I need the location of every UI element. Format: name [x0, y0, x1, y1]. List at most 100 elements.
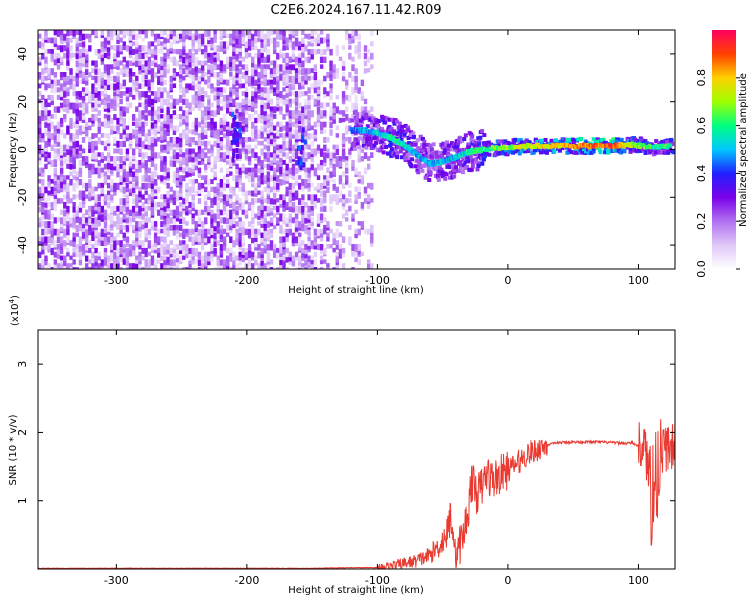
spectrogram-cell [41, 152, 45, 158]
spectrogram-cell [244, 75, 249, 82]
spectrogram-cell [251, 228, 255, 236]
spectrogram-cell [251, 114, 255, 119]
spectrogram-cell [53, 263, 58, 269]
spectrogram-cell [251, 175, 255, 182]
spectrogram-cell [138, 163, 142, 169]
spectrogram-cell [326, 148, 330, 154]
spectrogram-cell [182, 255, 186, 260]
spectrogram-ridge-cell [540, 141, 545, 146]
spectrogram-cell [97, 98, 101, 104]
spectrogram-cell [88, 45, 92, 52]
spectrogram-cell [157, 79, 161, 86]
spectrogram-cell [53, 159, 58, 167]
spectrogram-cell [56, 52, 61, 59]
spectrogram-cell [302, 162, 306, 168]
spectrogram-cell [366, 56, 371, 63]
spectrogram-cell [147, 64, 152, 71]
spectrogram-cell [213, 190, 217, 197]
spectrogram-ridge-cell [664, 148, 669, 153]
spectrogram-cell [194, 71, 199, 77]
spectrogram-cell [357, 194, 361, 199]
spectrogram-cell [150, 186, 155, 192]
spectrogram-cell [160, 125, 164, 132]
spectrogram-cell [213, 171, 217, 178]
spectrogram-cell [341, 60, 346, 67]
spectrogram-cell [119, 175, 123, 183]
spectrogram-cell [103, 247, 108, 253]
spectrogram-cell [254, 156, 258, 161]
spectrogram-cell [41, 186, 45, 194]
spectrogram-ridge-cell [640, 147, 645, 152]
spectrogram-cell [263, 56, 267, 64]
spectrogram-cell [251, 263, 255, 269]
spectrogram-cell [210, 186, 214, 192]
spectrogram-cell [244, 190, 249, 197]
spectrogram-cell [279, 159, 283, 167]
spectrogram-cell [298, 244, 302, 251]
spectrogram-cell [59, 259, 64, 264]
spectrogram-cell [282, 213, 286, 220]
spectrogram-cell [301, 75, 305, 82]
spectrogram-cell [44, 259, 48, 266]
spectrogram-cell [135, 60, 139, 68]
spectrogram-cell [266, 205, 271, 213]
spectrogram-cell [276, 163, 280, 170]
spectrogram-cell [238, 132, 242, 138]
spectrogram-cell [141, 194, 145, 200]
spectrogram-cell [182, 167, 186, 174]
spectrogram-cell [254, 79, 258, 87]
spectrogram-cell [100, 52, 105, 58]
spectrogram-cell [88, 163, 92, 171]
spectrogram-cell [197, 267, 202, 269]
spectrogram-cell [88, 171, 92, 179]
spectrogram-cell [304, 79, 308, 85]
spectrogram-cell [128, 68, 133, 75]
spectrogram-cell [78, 33, 83, 41]
spectrogram-cell [47, 117, 51, 124]
spectrogram-cell [269, 114, 274, 122]
spectrogram-cell [254, 102, 258, 109]
spectrogram-cell [81, 182, 86, 189]
spectrogram-cell [178, 232, 183, 238]
spectrogram-cell [251, 152, 255, 159]
spectrogram-cell [316, 148, 321, 154]
spectrogram-cell [78, 144, 83, 151]
spectrogram-cell [122, 251, 126, 259]
spectrogram-cell [269, 68, 274, 75]
spectrogram-cell [100, 228, 105, 235]
spectrogram-cell [276, 33, 280, 40]
spectrogram-cell [125, 186, 130, 193]
spectrogram-cell [263, 117, 267, 125]
spectrogram-cell [313, 102, 318, 107]
spectrogram-cell [88, 94, 92, 103]
spectrogram-cell [163, 129, 167, 135]
spectrogram-cell [119, 30, 123, 35]
spectrogram-cell [81, 224, 86, 232]
spectrogram-cell [128, 244, 133, 251]
spectrogram-cell [56, 148, 61, 154]
spectrogram-ridge-core [358, 129, 362, 134]
spectrogram-cell [56, 267, 61, 269]
spectrogram-cell [345, 217, 349, 222]
spectrogram-cell [135, 136, 139, 144]
spectrogram-cell [345, 129, 349, 135]
spectrogram-cell [122, 33, 126, 39]
spectrogram-cell [59, 106, 64, 111]
spectrogram-cell [251, 106, 255, 112]
spectrogram-cell [94, 209, 98, 215]
spectrogram-cell [282, 133, 286, 141]
spectrogram-cell [38, 83, 42, 89]
spectrogram-cell [213, 198, 217, 206]
spectrogram-cell [84, 263, 89, 269]
spectrogram-ridge-cell [396, 130, 401, 135]
spectrogram-ridge-cell [355, 112, 360, 117]
spectrogram-cell [310, 198, 314, 205]
spectrogram-cell [72, 91, 76, 97]
spectrogram-cell [169, 30, 173, 35]
spectrogram-cell [329, 87, 333, 94]
spectrogram-cell [50, 98, 54, 106]
spectrogram-cell [332, 64, 336, 70]
spectrogram-cell [213, 186, 217, 194]
spectrogram-cell [272, 49, 277, 55]
spectrogram-cell [75, 129, 79, 136]
